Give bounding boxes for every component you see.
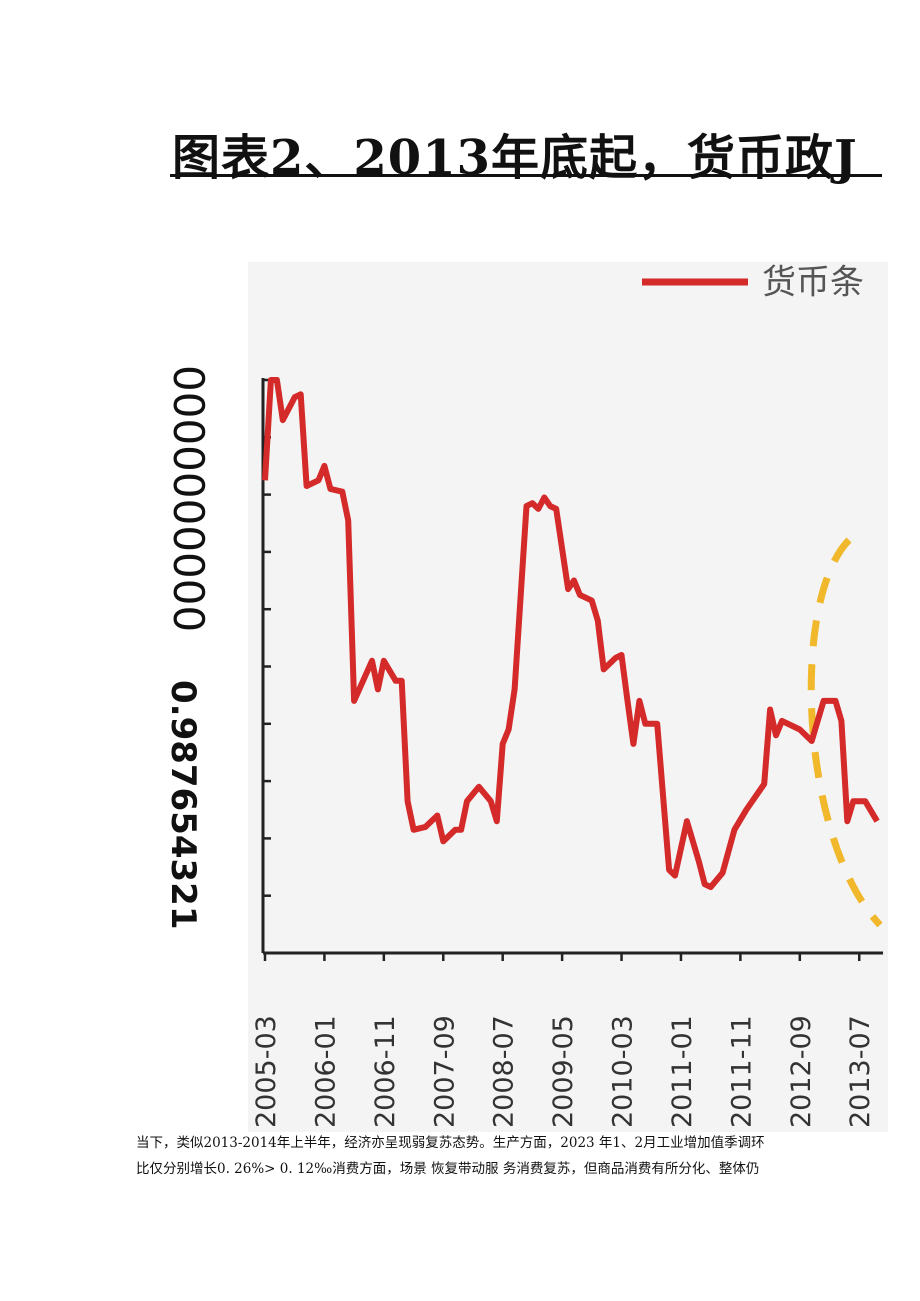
body-text: 比仅分别增长0. 26%> 0. 12‰消费方面，场景 恢复带动服 务消费复苏，… <box>136 1161 760 1177</box>
title-underline <box>170 174 882 177</box>
x-tick-label: 2011-01 <box>667 1015 698 1128</box>
x-tick-label: 2011-11 <box>726 1015 757 1128</box>
highlight-ellipse <box>807 537 883 928</box>
x-tick-label: 2009-05 <box>548 1015 579 1128</box>
x-tick-label: 2006-11 <box>370 1015 401 1128</box>
y-axis-text: 0.987654321 <box>163 680 203 930</box>
x-tick-label: 2013-07 <box>845 1015 876 1128</box>
x-tick-label: 2005-03 <box>251 1015 282 1128</box>
x-tick-label: 2010-03 <box>608 1015 639 1128</box>
x-tick-label: 2012-09 <box>786 1015 817 1128</box>
x-tick-label: 2007-09 <box>429 1015 460 1128</box>
x-tick-label: 2008-07 <box>489 1015 520 1128</box>
chart: 货币条 0000000000 0.987654321 2005-03 2006-0… <box>163 262 888 1132</box>
body-text: 当下，类似2013-2014年上半年，经济亦呈现弱复苏态势。生产方面，2023 … <box>136 1135 765 1151</box>
legend-label: 货币条 <box>762 263 864 303</box>
data-line <box>262 377 880 891</box>
x-tick-label: 2006-01 <box>310 1015 341 1128</box>
chart-background <box>248 262 888 1132</box>
y-axis-text: 0000000000 <box>164 365 213 632</box>
